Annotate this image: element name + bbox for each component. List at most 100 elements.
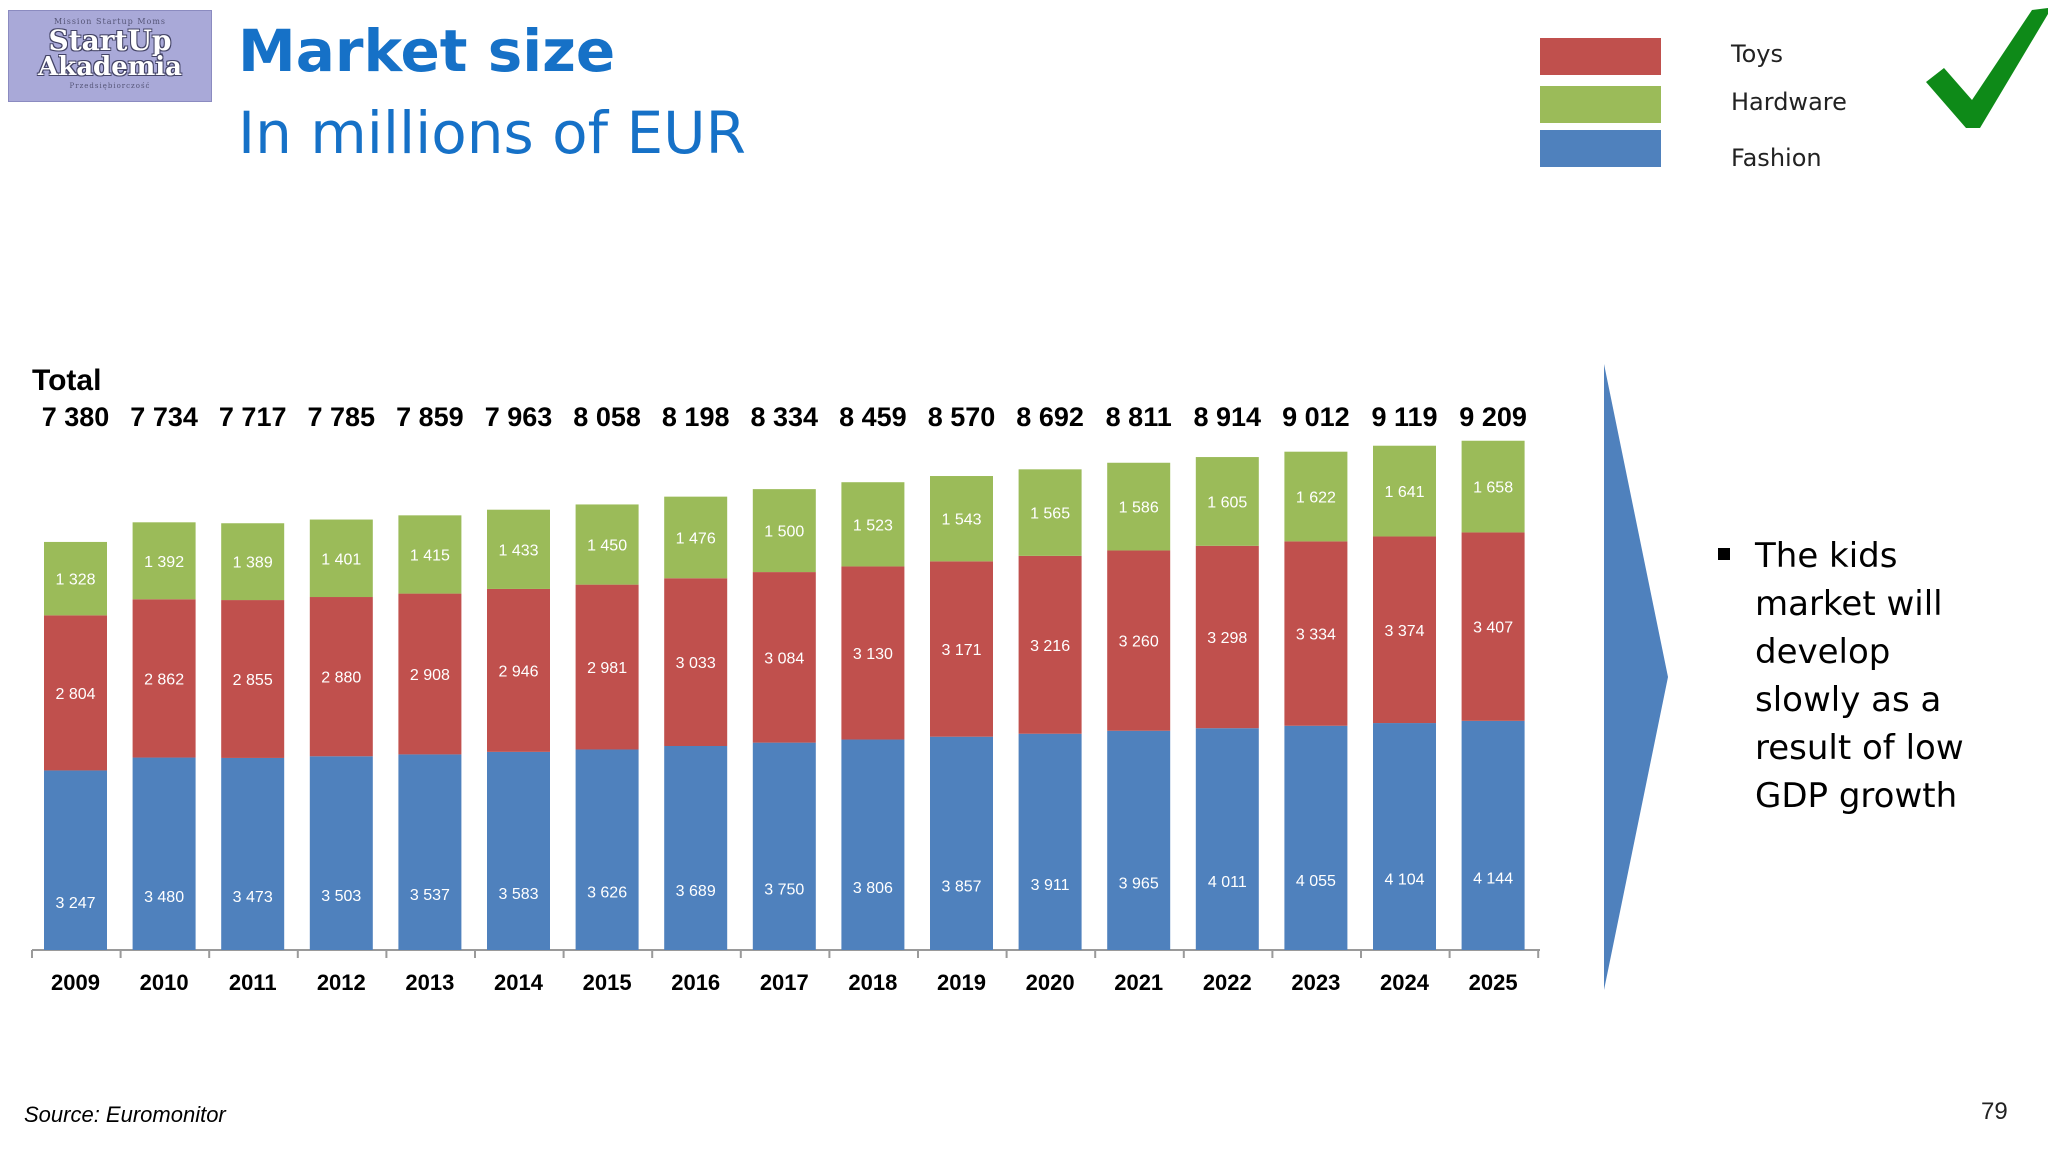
total-label: 7 717: [219, 402, 287, 432]
logo-line-2: Akademia: [38, 52, 182, 82]
total-label: 8 914: [1194, 402, 1262, 432]
bar-toys: [44, 615, 107, 771]
data-label-toys: 3 130: [853, 646, 893, 663]
bar-fashion: [44, 770, 107, 950]
check-icon: [1926, 8, 2048, 128]
total-label: 8 570: [928, 402, 996, 432]
logo-line-1: StartUp: [48, 24, 172, 57]
x-tick-label: 2019: [937, 970, 986, 995]
bar-fashion: [752, 742, 816, 950]
data-label-hardware: 1 415: [410, 547, 450, 564]
bar-hardware: [1373, 445, 1436, 537]
data-label-toys: 2 862: [144, 671, 184, 688]
data-label-fashion: 3 689: [676, 883, 716, 900]
bar-toys: [398, 593, 462, 755]
bar-fashion: [1195, 728, 1259, 950]
total-label: 8 459: [839, 402, 907, 432]
bar-hardware: [930, 476, 993, 562]
arrow-right-icon: [1604, 364, 1668, 990]
bar-toys: [221, 600, 285, 758]
bar-fashion: [309, 756, 373, 950]
bar-toys: [1018, 555, 1082, 734]
x-tick-label: 2017: [760, 970, 809, 995]
bar-fashion: [1107, 730, 1171, 950]
bar-toys: [1284, 541, 1348, 726]
total-label: 8 058: [573, 402, 641, 432]
total-label: 8 198: [662, 402, 730, 432]
data-label-hardware: 1 658: [1473, 480, 1513, 497]
total-heading: Total: [32, 364, 102, 397]
data-label-hardware: 1 433: [498, 542, 538, 559]
data-label-toys: 2 946: [498, 663, 538, 680]
x-tick-label: 2016: [671, 970, 720, 995]
bar-hardware: [1461, 440, 1525, 533]
legend-label-fashion: Fashion: [1731, 144, 1822, 172]
data-label-hardware: 1 500: [764, 524, 804, 541]
data-label-hardware: 1 392: [144, 554, 184, 571]
x-tick-label: 2010: [140, 970, 189, 995]
data-label-toys: 3 171: [941, 642, 981, 659]
bar-toys: [309, 597, 373, 757]
data-label-fashion: 3 857: [941, 878, 981, 895]
x-tick-label: 2022: [1203, 970, 1252, 995]
total-label: 8 811: [1106, 402, 1172, 432]
x-tick-label: 2009: [51, 970, 100, 995]
bar-toys: [930, 561, 993, 737]
data-label-fashion: 3 583: [498, 886, 538, 903]
x-tick-label: 2024: [1380, 970, 1430, 995]
data-label-fashion: 3 626: [587, 885, 627, 902]
bar-fashion: [841, 739, 905, 950]
data-label-hardware: 1 543: [941, 512, 981, 529]
data-label-fashion: 3 537: [410, 887, 450, 904]
total-label: 9 012: [1282, 402, 1350, 432]
bar-fashion: [132, 757, 196, 950]
data-label-fashion: 4 055: [1296, 873, 1336, 890]
data-label-toys: 3 216: [1030, 638, 1070, 655]
x-tick-label: 2025: [1469, 970, 1518, 995]
bar-hardware: [221, 523, 285, 601]
bar-hardware: [487, 509, 550, 589]
x-tick-label: 2015: [583, 970, 632, 995]
data-label-hardware: 1 523: [853, 517, 893, 534]
total-label: 8 334: [751, 402, 819, 432]
data-label-fashion: 3 503: [321, 888, 361, 905]
x-tick-label: 2018: [848, 970, 897, 995]
data-label-fashion: 4 011: [1208, 874, 1247, 891]
bar-fashion: [487, 751, 550, 950]
x-tick-label: 2023: [1291, 970, 1340, 995]
bar-fashion: [664, 745, 728, 950]
bar-toys: [1195, 545, 1259, 729]
logo-top-text: Mission Startup Moms: [53, 17, 167, 26]
x-tick-label: 2011: [229, 970, 277, 995]
data-label-hardware: 1 622: [1296, 490, 1336, 507]
total-label: 9 119: [1371, 402, 1437, 432]
data-label-hardware: 1 565: [1030, 506, 1070, 523]
bar-hardware: [132, 522, 196, 600]
bar-fashion: [1018, 733, 1082, 950]
data-label-toys: 2 880: [321, 670, 361, 687]
bar-toys: [752, 572, 816, 743]
data-label-hardware: 1 328: [55, 572, 95, 589]
data-label-fashion: 3 911: [1031, 877, 1070, 894]
bar-hardware: [575, 504, 639, 585]
page-number: 79: [1981, 1098, 2008, 1125]
bar-fashion: [575, 749, 639, 950]
bar-toys: [1373, 536, 1436, 724]
legend-label-toys: Toys: [1731, 40, 1783, 68]
bullet-marker: [1718, 548, 1730, 560]
data-label-toys: 3 084: [764, 650, 804, 667]
bar-toys: [575, 584, 639, 750]
bar-hardware: [398, 515, 462, 594]
stacked-bar-chart: 3 247 2 804 1 328 7 380 2009 3 480 2 862 1 392 7…: [31, 402, 1540, 995]
bar-toys: [487, 588, 550, 752]
total-label: 7 859: [396, 402, 464, 432]
total-label: 9 209: [1459, 402, 1527, 432]
data-label-fashion: 3 750: [764, 881, 804, 898]
bar-hardware: [841, 482, 905, 567]
bar-fashion: [1284, 725, 1348, 950]
data-label-fashion: 3 247: [55, 895, 95, 912]
bar-hardware: [1195, 457, 1259, 546]
x-tick-label: 2012: [317, 970, 366, 995]
bar-fashion: [1461, 720, 1525, 950]
data-label-toys: 3 033: [676, 655, 716, 672]
